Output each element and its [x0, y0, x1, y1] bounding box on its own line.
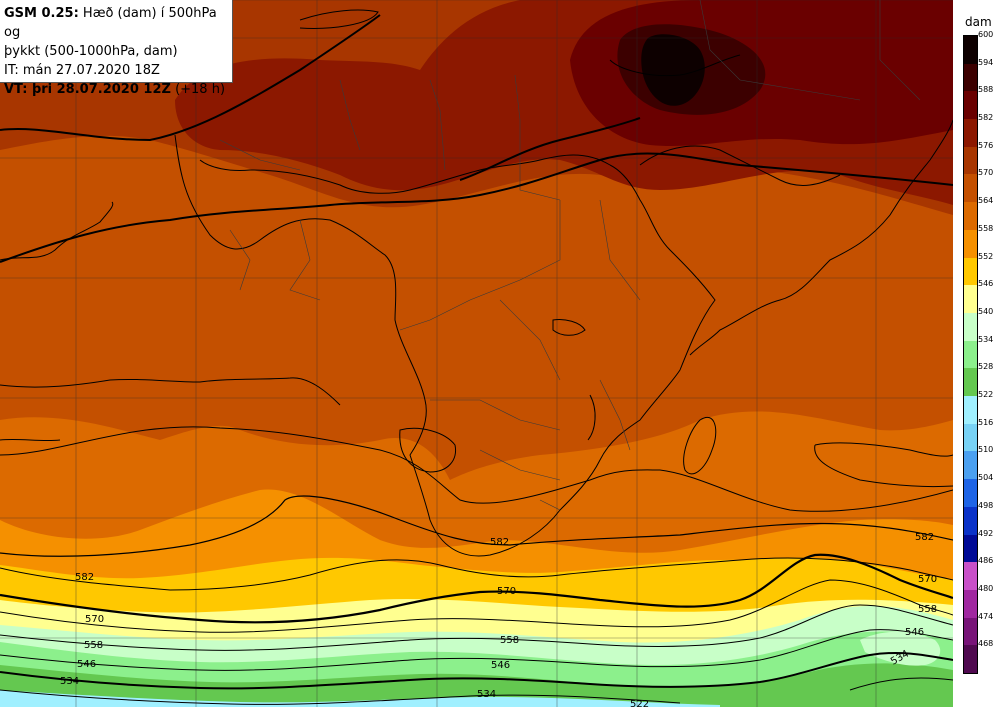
scale-tick-label: 582: [978, 113, 994, 123]
color-swatch: [964, 617, 977, 646]
color-swatch: [964, 451, 977, 480]
valid-time-line: VT: þri 28.07.2020 12Z (+18 h): [4, 80, 232, 99]
contour-label: 546: [905, 627, 924, 638]
contour-label: 534: [60, 676, 79, 687]
color-swatch: [964, 91, 977, 120]
scale-tick-label: 510: [978, 445, 994, 455]
scale-tick-label: 480: [978, 583, 994, 593]
color-swatch: [964, 119, 977, 148]
color-swatch: [964, 202, 977, 231]
color-scale: dam 600 594 588 582 576 570 564 558 552 546 540 534…: [953, 0, 1000, 707]
color-swatch: [964, 257, 977, 286]
scale-tick-label: 546: [978, 279, 994, 289]
scale-tick-label: 576: [978, 140, 994, 150]
scale-tick-label: 522: [978, 390, 994, 400]
color-swatch: [964, 174, 977, 203]
color-swatch: [964, 423, 977, 452]
color-swatch: [964, 506, 977, 535]
color-swatch: [964, 285, 977, 314]
color-swatch: [964, 229, 977, 259]
color-swatch: [964, 534, 977, 563]
contour-label: 570: [918, 574, 937, 585]
scale-tick-label: 552: [978, 251, 994, 261]
scale-unit: dam: [965, 15, 992, 29]
scale-tick-label: 492: [978, 528, 994, 538]
contour-label: 558: [918, 604, 937, 615]
contour-label: 582: [75, 572, 94, 583]
contour-labels: 582 582 582 570 570 570 558 558 558 546 …: [60, 532, 937, 707]
contour-label: 558: [84, 640, 103, 651]
lead-time: (+18 h): [170, 82, 226, 97]
contour-label: 558: [500, 635, 519, 646]
scale-tick-label: 474: [978, 611, 994, 621]
color-swatch: [964, 146, 977, 175]
init-time: IT: mán 27.07.2020 18Z: [4, 63, 160, 78]
scale-tick-label: 540: [978, 306, 994, 316]
scale-tick-label: 516: [978, 417, 994, 427]
color-swatch: [964, 589, 977, 619]
contour-label: 582: [490, 537, 509, 548]
info-box: GSM 0.25: Hæð (dam) í 500hPa og þykkt (5…: [0, 0, 233, 97]
coastlines: [0, 9, 953, 557]
contour-label: 522: [630, 699, 649, 707]
color-bar: [963, 35, 978, 674]
valid-time: VT: þri 28.07.2020 12Z: [4, 82, 171, 97]
scale-tick-label: 528: [978, 362, 994, 372]
description: Hæð (dam) í 500hPa og: [4, 6, 217, 40]
color-swatch: [964, 645, 977, 674]
color-swatch: [964, 312, 977, 342]
scale-tick-label: 534: [978, 334, 994, 344]
description-line-2: þykkt (500-1000hPa, dam): [4, 44, 178, 59]
scale-tick-label: 600: [978, 30, 994, 39]
scale-tick-label: 504: [978, 473, 994, 483]
country-borders: [219, 0, 921, 511]
scale-tick-label: 588: [978, 85, 994, 95]
lat-lon-grid: [0, 0, 953, 707]
color-swatch: [964, 562, 977, 591]
color-swatch: [964, 368, 977, 397]
color-swatch: [964, 340, 977, 369]
contour-label: 570: [497, 586, 516, 597]
scale-tick-label: 486: [978, 556, 994, 566]
color-swatch: [964, 36, 977, 65]
color-swatch: [964, 63, 977, 92]
model-name: GSM 0.25:: [4, 6, 79, 21]
scale-tick-label: 558: [978, 223, 994, 233]
contour-label: 534: [477, 689, 496, 700]
scale-tick-label: 468: [978, 639, 994, 649]
scale-tick-label: 594: [978, 57, 994, 67]
scale-tick-label: 564: [978, 196, 994, 206]
scale-tick-label: 498: [978, 500, 994, 510]
color-swatch: [964, 396, 977, 425]
contour-label: 570: [85, 614, 104, 625]
contour-label: 582: [915, 532, 934, 543]
scale-tick-label: 570: [978, 168, 994, 178]
height-contours: [0, 14, 953, 705]
contour-label: 546: [77, 659, 96, 670]
thickness-shading: [0, 0, 953, 707]
color-swatch: [964, 479, 977, 508]
map-canvas: 582 582 582 570 570 570 558 558 558 546 …: [0, 0, 953, 707]
contour-label: 546: [491, 660, 510, 671]
title-line: GSM 0.25: Hæð (dam) í 500hPa og: [4, 4, 232, 42]
